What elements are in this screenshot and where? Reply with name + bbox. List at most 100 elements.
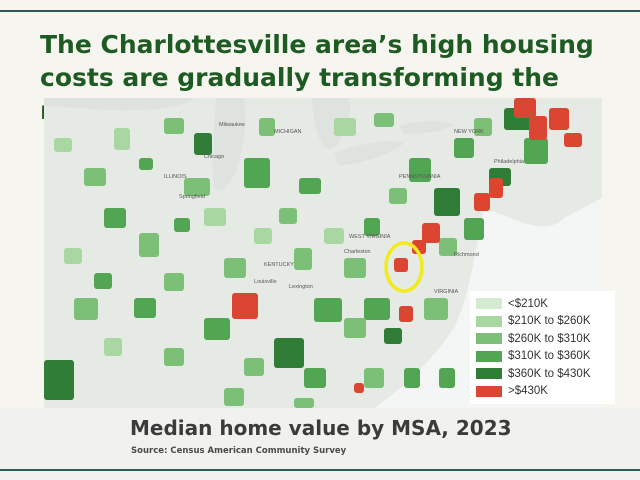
- msa-region: [184, 178, 210, 196]
- state-label: VIRGINIA: [434, 289, 458, 295]
- map-caption: Median home value by MSA, 2023: [130, 416, 512, 440]
- state-label: WEST VIRGINIA: [349, 234, 391, 240]
- msa-region: [404, 368, 420, 388]
- msa-region-high-value: [549, 108, 569, 130]
- map-legend: <$210K $210K to $260K $260K to $310K $310K …: [470, 291, 615, 404]
- msa-region: [439, 368, 455, 388]
- state-label: MICHIGAN: [274, 129, 302, 135]
- lake-ontario: [399, 121, 454, 134]
- msa-region: [254, 228, 272, 244]
- legend-item: $260K to $310K: [476, 330, 611, 348]
- msa-region: [304, 368, 326, 388]
- msa-region: [164, 273, 184, 291]
- lake-erie: [334, 141, 404, 166]
- legend-item: $310K to $360K: [476, 348, 611, 366]
- legend-swatch: [476, 298, 502, 310]
- msa-region: [84, 168, 106, 186]
- legend-swatch: [476, 385, 502, 397]
- msa-region-high-value: [564, 133, 582, 147]
- msa-region: [524, 138, 548, 164]
- city-label: Springfield: [179, 194, 205, 200]
- legend-label: $360K to $430K: [508, 367, 591, 380]
- state-label: KENTUCKY: [264, 262, 294, 268]
- msa-region: [139, 233, 159, 257]
- bottom-rule: [0, 469, 640, 471]
- msa-region-high-value: [529, 116, 547, 140]
- msa-region-high-value: [354, 383, 364, 393]
- msa-region: [44, 360, 74, 400]
- msa-region: [409, 158, 431, 182]
- msa-region: [244, 158, 270, 188]
- msa-region: [299, 178, 321, 194]
- charlottesville-highlight-circle: [384, 241, 424, 293]
- msa-region: [334, 118, 356, 136]
- legend-item: <$210K: [476, 295, 611, 313]
- msa-region: [424, 298, 448, 320]
- msa-region-high-value: [489, 178, 503, 198]
- msa-region: [204, 318, 230, 340]
- legend-swatch: [476, 315, 502, 327]
- msa-region-high-value: [514, 98, 536, 118]
- msa-region: [64, 248, 82, 264]
- msa-region: [279, 208, 297, 224]
- legend-item: $360K to $430K: [476, 365, 611, 383]
- city-label: Louisville: [254, 279, 277, 285]
- msa-region: [104, 208, 126, 228]
- map-labels: ILLINOIS KENTUCKY WEST VIRGINIA VIRGINIA PEN…: [164, 122, 525, 295]
- legend-swatch: [476, 333, 502, 345]
- legend-label: $210K to $260K: [508, 315, 591, 328]
- city-label: Richmond: [454, 252, 479, 258]
- msa-region-high-value: [232, 293, 258, 319]
- msa-region: [374, 113, 394, 127]
- footer-band: [0, 408, 640, 480]
- msa-region: [314, 298, 342, 322]
- legend-swatch: [476, 368, 502, 380]
- msa-region-high-value: [422, 223, 440, 243]
- map-panel: ILLINOIS KENTUCKY WEST VIRGINIA VIRGINIA PEN…: [44, 98, 602, 408]
- msa-region: [134, 298, 156, 318]
- state-label: PENNSYLVANIA: [399, 174, 441, 180]
- city-label: Lexington: [289, 284, 313, 290]
- msa-region: [139, 158, 153, 170]
- msa-region: [439, 238, 457, 256]
- msa-region: [454, 138, 474, 158]
- msa-region: [434, 188, 460, 216]
- city-label: Chicago: [204, 154, 224, 160]
- city-label: Philadelphia: [494, 159, 525, 165]
- city-label: Milwaukee: [219, 122, 245, 128]
- legend-label: <$210K: [508, 297, 548, 310]
- msa-region: [344, 258, 366, 278]
- legend-label: $310K to $360K: [508, 350, 591, 363]
- source-note: Source: Census American Community Survey: [131, 446, 347, 456]
- msa-region: [244, 358, 264, 376]
- msa-region: [224, 388, 244, 406]
- msa-region: [204, 208, 226, 226]
- msa-region: [274, 338, 304, 368]
- msa-region: [54, 138, 72, 152]
- msa-region: [294, 398, 314, 408]
- msa-region: [94, 273, 112, 289]
- city-label: Charleston: [344, 249, 371, 255]
- legend-item: >$430K: [476, 383, 611, 401]
- lake-huron: [312, 98, 351, 149]
- msa-region-high-value: [394, 258, 408, 272]
- msa-region: [324, 228, 344, 244]
- msa-region: [194, 133, 212, 155]
- msa-region: [294, 248, 312, 270]
- lake-superior: [44, 98, 194, 111]
- legend-swatch: [476, 350, 502, 362]
- legend-label: >$430K: [508, 385, 548, 398]
- msa-region: [114, 128, 130, 150]
- legend-label: $260K to $310K: [508, 332, 591, 345]
- msa-regions: [44, 98, 582, 408]
- legend-item: $210K to $260K: [476, 313, 611, 331]
- state-label: ILLINOIS: [164, 174, 187, 180]
- msa-region-high-value: [399, 306, 413, 322]
- msa-region: [104, 338, 122, 356]
- slide-title: The Charlottesville area’s high housing …: [40, 30, 594, 125]
- msa-region: [364, 218, 380, 236]
- msa-region: [389, 188, 407, 204]
- msa-region: [74, 298, 98, 320]
- msa-region: [174, 218, 190, 232]
- msa-region-high-value: [474, 193, 490, 211]
